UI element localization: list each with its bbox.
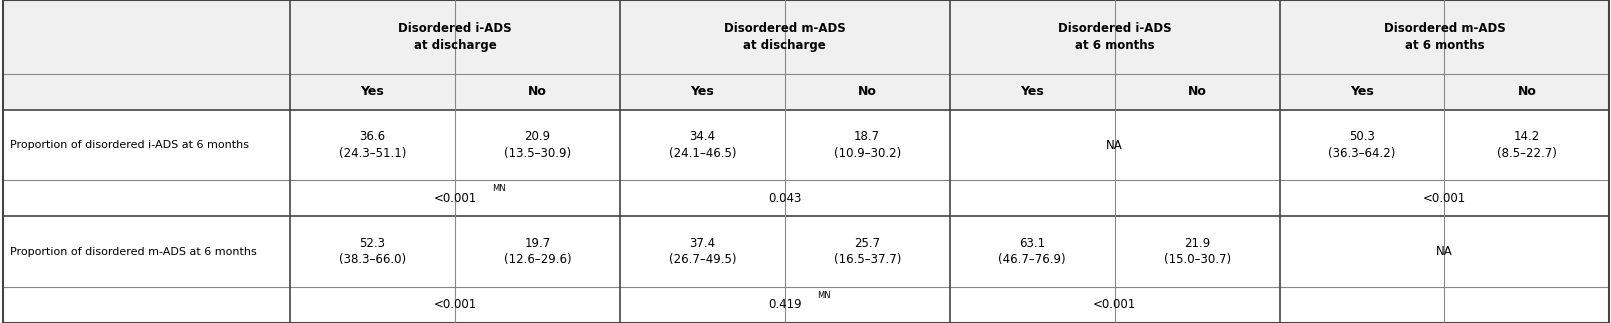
Text: No: No [528,85,546,99]
Text: 18.7
(10.9–30.2): 18.7 (10.9–30.2) [833,130,901,160]
Text: 37.4
(26.7–49.5): 37.4 (26.7–49.5) [669,237,736,266]
Text: Yes: Yes [361,85,385,99]
Text: <0.001: <0.001 [433,192,477,205]
Text: 25.7
(16.5–37.7): 25.7 (16.5–37.7) [833,237,901,266]
Text: <0.001: <0.001 [1423,192,1466,205]
Text: Disordered i-ADS
at discharge: Disordered i-ADS at discharge [398,22,512,52]
Text: 20.9
(13.5–30.9): 20.9 (13.5–30.9) [504,130,570,160]
Bar [3,216,1609,287]
Text: No: No [1187,85,1207,99]
Text: Yes: Yes [1350,85,1374,99]
Bar [3,287,1609,323]
Text: No: No [1518,85,1537,99]
Text: 63.1
(46.7–76.9): 63.1 (46.7–76.9) [999,237,1066,266]
Text: NA: NA [1107,139,1123,152]
Text: <0.001: <0.001 [1092,298,1136,311]
Text: MN: MN [817,291,831,300]
Text: Disordered m-ADS
at 6 months: Disordered m-ADS at 6 months [1384,22,1505,52]
Bar [3,110,1609,181]
Text: 34.4
(24.1–46.5): 34.4 (24.1–46.5) [669,130,736,160]
Bar [3,74,1609,110]
Text: No: No [857,85,876,99]
Text: Disordered m-ADS
at discharge: Disordered m-ADS at discharge [723,22,846,52]
Text: Proportion of disordered i-ADS at 6 months: Proportion of disordered i-ADS at 6 mont… [10,140,248,150]
Text: MN: MN [491,184,506,193]
Text: Yes: Yes [691,85,714,99]
Text: 14.2
(8.5–22.7): 14.2 (8.5–22.7) [1497,130,1556,160]
Text: <0.001: <0.001 [433,298,477,311]
Text: 0.419: 0.419 [768,298,802,311]
Text: 36.6
(24.3–51.1): 36.6 (24.3–51.1) [338,130,406,160]
Text: 0.043: 0.043 [768,192,801,205]
Bar [3,181,1609,216]
Text: NA: NA [1435,245,1453,258]
Text: Proportion of disordered m-ADS at 6 months: Proportion of disordered m-ADS at 6 mont… [10,247,256,257]
Text: Yes: Yes [1020,85,1044,99]
Text: 50.3
(36.3–64.2): 50.3 (36.3–64.2) [1329,130,1395,160]
Text: 21.9
(15.0–30.7): 21.9 (15.0–30.7) [1163,237,1231,266]
Text: Disordered i-ADS
at 6 months: Disordered i-ADS at 6 months [1058,22,1171,52]
Text: 52.3
(38.3–66.0): 52.3 (38.3–66.0) [338,237,406,266]
Text: 19.7
(12.6–29.6): 19.7 (12.6–29.6) [504,237,572,266]
Bar [3,0,1609,74]
